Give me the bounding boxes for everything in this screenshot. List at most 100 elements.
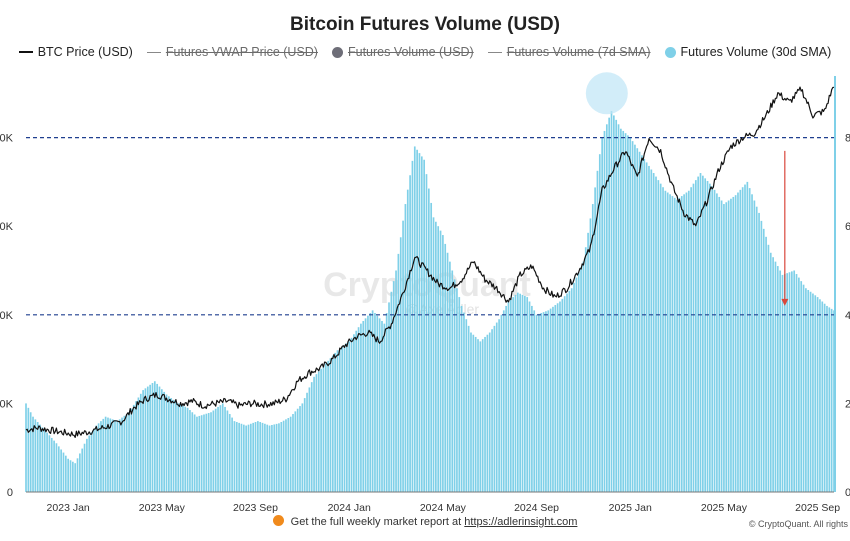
volume-bar: [240, 423, 243, 492]
volume-bar: [772, 257, 774, 492]
volume-bar: [238, 422, 240, 492]
volume-bar: [268, 425, 271, 492]
volume-bar: [767, 244, 770, 492]
volume-bar: [746, 181, 749, 492]
volume-bar: [413, 146, 416, 492]
legend-item-futures-vwap-price[interactable]: Futures VWAP Price (USD): [146, 45, 318, 59]
volume-bar: [121, 417, 123, 492]
report-link[interactable]: https://adlerinsight.com: [464, 516, 578, 528]
chart-title: Bitcoin Futures Volume (USD): [290, 14, 560, 35]
volume-bar: [718, 196, 721, 492]
volume-bar: [690, 187, 692, 492]
volume-bar: [317, 371, 320, 492]
volume-bar: [456, 288, 458, 492]
volume-bar: [559, 301, 561, 492]
volume-bar: [627, 135, 629, 492]
volume-bar: [32, 416, 34, 492]
volume-bar: [528, 301, 531, 492]
volume-bar: [512, 297, 514, 492]
legend-item-futures-volume-7d-sma[interactable]: Futures Volume (7d SMA): [487, 45, 651, 59]
volume-bar: [100, 421, 102, 492]
volume-bar: [509, 299, 512, 492]
volume-bar: [362, 321, 365, 492]
volume-bar: [34, 419, 37, 492]
volume-bar: [144, 388, 147, 492]
volume-bar: [664, 190, 667, 492]
legend-item-futures-volume[interactable]: Futures Volume (USD): [331, 45, 474, 59]
adler-logo-icon: [272, 515, 284, 526]
volume-bar: [210, 412, 212, 492]
x-tick-label: 2023 Jan: [47, 502, 90, 514]
volume-bar: [624, 133, 627, 492]
legend-item-btc-price[interactable]: BTC Price (USD): [18, 45, 133, 59]
volume-bar: [425, 174, 428, 492]
legend-label: BTC Price (USD): [37, 45, 133, 59]
volume-bar: [219, 405, 222, 492]
volume-bar: [109, 418, 112, 492]
volume-bar: [549, 308, 552, 492]
volume-bar: [716, 193, 718, 492]
volume-bar: [755, 206, 758, 492]
volume-bar: [444, 243, 447, 492]
volume-bar: [404, 204, 407, 493]
volume-bar: [193, 414, 196, 492]
volume-bar: [819, 299, 821, 492]
volume-bar: [596, 170, 599, 492]
volume-bar: [357, 327, 360, 492]
volume-bar: [235, 422, 238, 492]
volume-bar: [535, 314, 538, 492]
footer: Get the full weekly market report at htt…: [0, 515, 850, 528]
x-tick-label: 2024 Sep: [514, 502, 559, 514]
volume-bar: [620, 128, 622, 493]
volume-bar: [631, 141, 634, 492]
volume-bar: [273, 424, 276, 492]
volume-bar: [547, 310, 550, 492]
volume-bar: [247, 424, 250, 492]
volume-bar: [694, 180, 697, 492]
volume-bar: [446, 252, 449, 492]
volume-bar: [170, 398, 173, 492]
volume-bar: [156, 383, 158, 492]
volume-bar: [88, 435, 91, 492]
volume-bar: [137, 397, 140, 492]
volume-bar: [453, 279, 456, 492]
volume-bar: [334, 352, 336, 492]
volume-bar: [369, 313, 372, 492]
volume-bar: [72, 461, 74, 492]
volume-bar: [231, 417, 233, 492]
volume-bar: [261, 422, 264, 492]
volume-bar: [741, 187, 744, 492]
volume-bar: [725, 202, 728, 492]
volume-bar: [666, 192, 669, 492]
volume-bar: [132, 404, 135, 492]
volume-bar: [580, 266, 582, 492]
volume-bar: [723, 204, 725, 493]
volume-bar: [200, 415, 203, 492]
volume-bar: [542, 312, 545, 492]
volume-bar: [737, 192, 739, 492]
volume-bar: [638, 151, 641, 492]
volume-bar: [151, 383, 154, 492]
volume-bar: [93, 428, 95, 492]
volume-bar: [650, 169, 653, 493]
volume-bar: [310, 382, 313, 492]
volume-bar: [160, 389, 163, 492]
volume-bar: [711, 186, 714, 492]
volume-bar: [348, 341, 351, 492]
volume-bar: [76, 458, 79, 492]
volume-bar: [142, 390, 144, 492]
volume-bar: [264, 423, 266, 492]
legend-item-futures-volume-30d-sma[interactable]: Futures Volume (30d SMA): [664, 45, 832, 59]
volume-bar: [364, 318, 367, 492]
volume-bar: [102, 418, 105, 492]
volume-bar: [177, 403, 180, 492]
volume-bar: [406, 189, 409, 492]
volume-bar: [484, 336, 486, 492]
legend-label: Futures Volume (30d SMA): [680, 45, 832, 59]
volume-bar: [751, 194, 753, 493]
dot-swatch-icon: [331, 46, 343, 58]
volume-bar: [146, 386, 149, 492]
volume-bar: [378, 318, 381, 492]
volume-bar: [402, 220, 404, 492]
volume-bar: [702, 175, 704, 492]
